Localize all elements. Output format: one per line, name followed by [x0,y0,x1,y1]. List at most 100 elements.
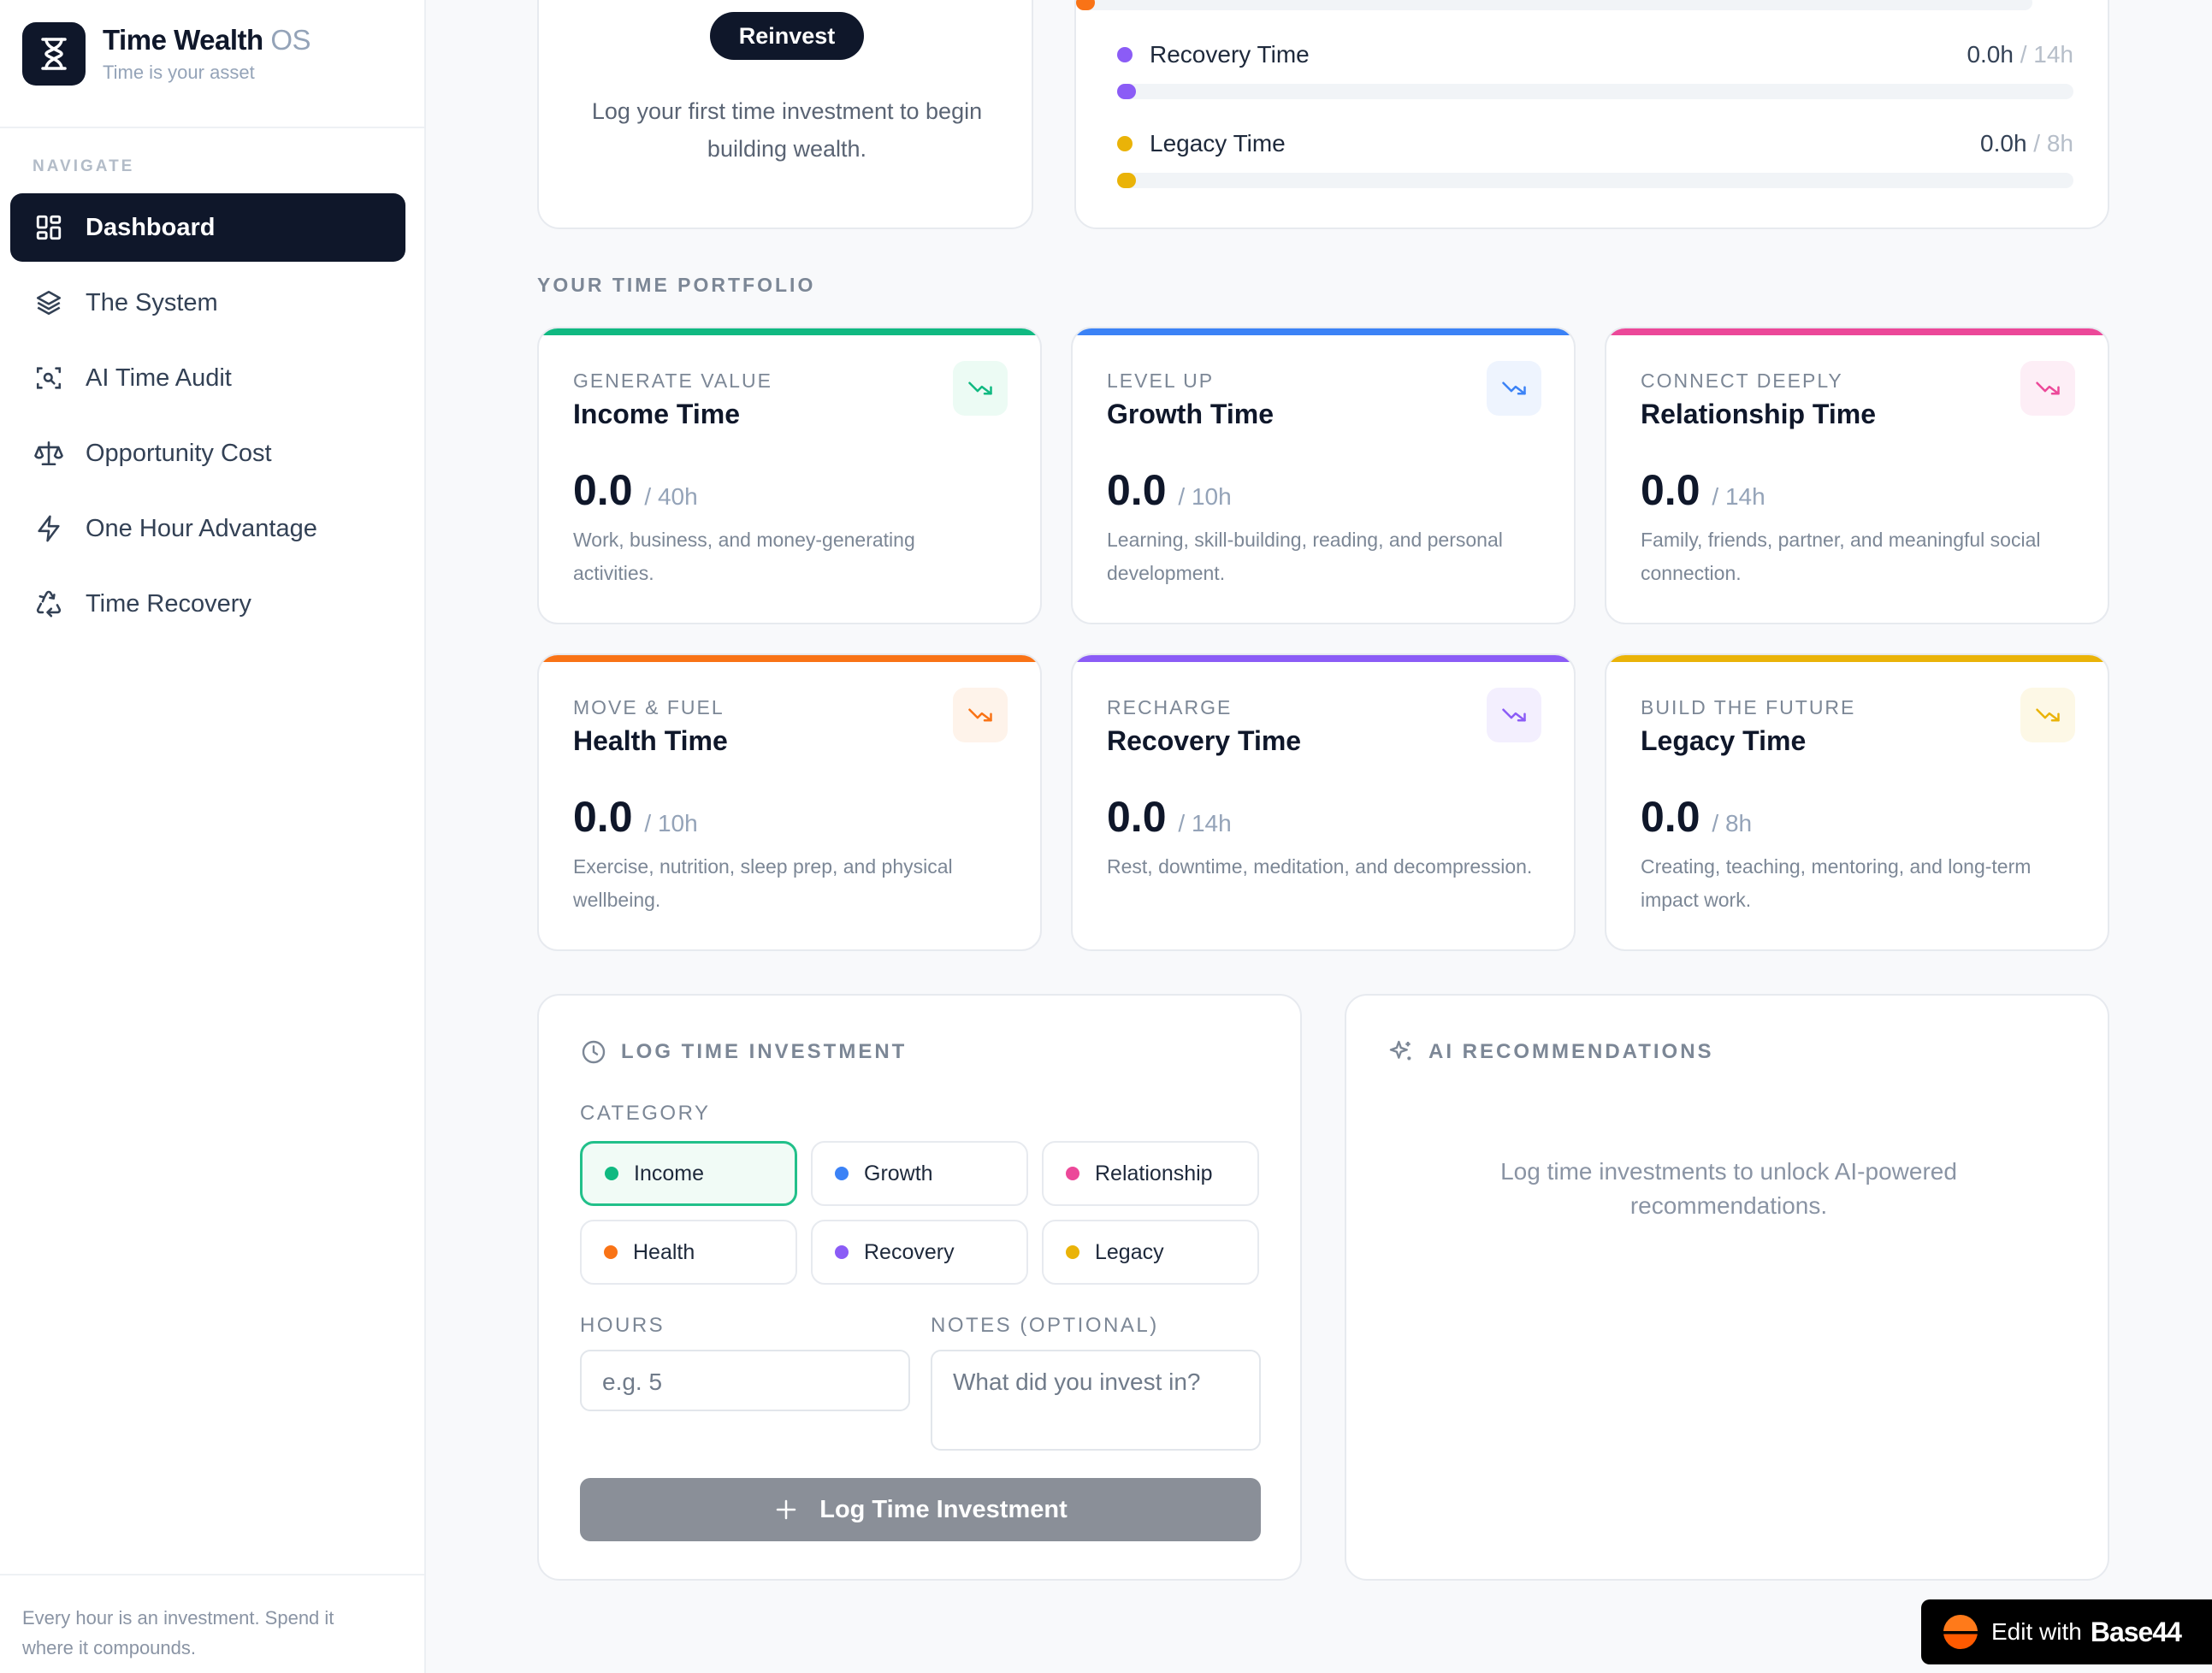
card-kicker: CONNECT DEEPLY [1641,369,1843,392]
card-value: 0.0 / 8h [1641,793,1753,841]
progress-track [1076,0,2032,10]
section-title: YOUR TIME PORTFOLIO [537,274,816,296]
card-title: Recovery Time [1107,725,1302,756]
grid-icon [36,215,62,240]
card-value: 0.0 / 14h [1641,466,1765,514]
card-kicker: GENERATE VALUE [573,369,772,392]
bolt-icon [38,515,60,542]
card-description: Work, business, and money-generating act… [573,529,915,584]
card-description: Family, friends, partner, and meaningful… [1641,529,2041,584]
portfolio-card-legacy[interactable]: BUILD THE FUTURE Legacy Time 0.0 / 8h Cr… [1605,653,2109,951]
card-accent [1073,328,1574,335]
card-title: Growth Time [1107,399,1274,429]
legacy-dot-icon [1117,136,1133,151]
portfolio-card-growth[interactable]: LEVEL UP Growth Time 0.0 / 10h Learning,… [1071,327,1576,624]
growth-dot-icon [835,1167,849,1180]
sidebar-item-label: Time Recovery [86,589,251,618]
reinvest-button[interactable]: Reinvest [710,12,864,60]
progress-fill [1117,84,1136,99]
trending-down-icon [2020,361,2075,416]
hours-input[interactable]: e.g. 5 [580,1350,910,1411]
card-value: 0.0 / 14h [1107,793,1232,841]
card-accent [1073,655,1574,662]
hourglass-icon [22,22,86,86]
allocation-value: 0.0h / 8h [1980,130,2073,157]
divider [0,1574,424,1575]
edit-with-base44-badge[interactable]: Edit with Base44 [1921,1599,2212,1664]
category-option-growth[interactable]: Growth [811,1141,1028,1206]
allocation-label: Legacy Time [1150,130,1286,157]
sidebar-item-opportunity-cost[interactable]: Opportunity Cost [10,419,405,488]
category-option-relationship[interactable]: Relationship [1042,1141,1259,1206]
progress-track [1117,84,2073,99]
relationship-dot-icon [1066,1167,1079,1180]
card-value: 0.0 / 40h [573,466,698,514]
portfolio-card-recovery[interactable]: RECHARGE Recovery Time 0.0 / 14h Rest, d… [1071,653,1576,951]
notes-input[interactable]: What did you invest in? [931,1350,1261,1451]
recovery-dot-icon [1117,47,1133,62]
card-title: Health Time [573,725,728,756]
card-kicker: BUILD THE FUTURE [1641,696,1856,718]
recycle-icon [36,590,62,618]
trending-down-icon [2020,688,2075,742]
category-label: CATEGORY [580,1102,711,1125]
card-description: Learning, skill-building, reading, and p… [1107,529,1503,584]
progress-fill [1117,173,1136,188]
category-option-legacy[interactable]: Legacy [1042,1220,1259,1285]
card-title: Relationship Time [1641,399,1877,429]
portfolio-card-health[interactable]: MOVE & FUEL Health Time 0.0 / 10h Exerci… [537,653,1042,951]
sidebar-item-one-hour-advantage[interactable]: One Hour Advantage [10,494,405,563]
card-description: Exercise, nutrition, sleep prep, and phy… [573,855,953,911]
app-title: Time Wealth OS [103,24,311,56]
empty-state-card: Reinvest Log your first time investment … [537,0,1033,229]
allocation-row-recovery: Recovery Time 0.0h / 14h [1117,41,2073,68]
sidebar-footer-text: Every hour is an investment. Spend it wh… [22,1607,334,1658]
card-accent [539,328,1040,335]
sidebar-nav: Dashboard The System AI Time Audit Oppor… [10,193,405,645]
portfolio-card-income[interactable]: GENERATE VALUE Income Time 0.0 / 40h Wor… [537,327,1042,624]
divider [0,127,424,128]
sidebar-item-time-recovery[interactable]: Time Recovery [10,570,405,638]
portfolio-card-relationship[interactable]: CONNECT DEEPLY Relationship Time 0.0 / 1… [1605,327,2109,624]
card-title: Legacy Time [1641,725,1807,756]
card-header: LOG TIME INVESTMENT [580,1038,907,1066]
recovery-dot-icon [835,1245,849,1259]
trending-down-icon [953,688,1008,742]
income-dot-icon [605,1167,618,1180]
log-time-card: LOG TIME INVESTMENT CATEGORY Income Grow… [537,994,1302,1581]
log-investment-button[interactable]: Log Time Investment [580,1478,1261,1541]
sidebar-item-ai-time-audit[interactable]: AI Time Audit [10,344,405,412]
sidebar-item-dashboard[interactable]: Dashboard [10,193,405,262]
sidebar-item-label: Dashboard [86,213,216,241]
card-header: AI RECOMMENDATIONS [1387,1038,1714,1066]
card-value: 0.0 / 10h [1107,466,1232,514]
clock-icon [582,1040,606,1064]
card-kicker: MOVE & FUEL [573,696,725,718]
layers-icon [36,290,62,316]
card-description: Rest, downtime, meditation, and decompre… [1107,855,1533,878]
trending-down-icon [1487,361,1541,416]
card-accent [539,655,1040,662]
ai-recommendations-card: AI RECOMMENDATIONS Log time investments … [1345,994,2109,1581]
nav-section-label: NAVIGATE [33,157,135,175]
category-option-income[interactable]: Income [580,1141,797,1206]
sidebar-item-label: Opportunity Cost [86,439,272,467]
category-option-recovery[interactable]: Recovery [811,1220,1028,1285]
card-kicker: LEVEL UP [1107,369,1215,392]
card-value: 0.0 / 10h [573,793,698,841]
progress-track [1117,173,2073,188]
brand[interactable]: Time Wealth OS Time is your asset [22,22,311,86]
card-description: Creating, teaching, mentoring, and long-… [1641,855,2032,911]
health-dot-icon [604,1245,618,1259]
progress-fill [1076,0,1095,10]
card-title: Income Time [573,399,741,429]
plus-icon [776,1499,796,1520]
sidebar-item-the-system[interactable]: The System [10,269,405,337]
allocation-card: Recovery Time 0.0h / 14h Legacy Time 0.0… [1074,0,2109,229]
card-accent [1606,655,2108,662]
allocation-value: 0.0h / 14h [1967,41,2073,68]
category-option-health[interactable]: Health [580,1220,797,1285]
hours-label: HOURS [580,1314,665,1337]
notes-label: NOTES (OPTIONAL) [931,1314,1159,1337]
card-accent [1606,328,2108,335]
